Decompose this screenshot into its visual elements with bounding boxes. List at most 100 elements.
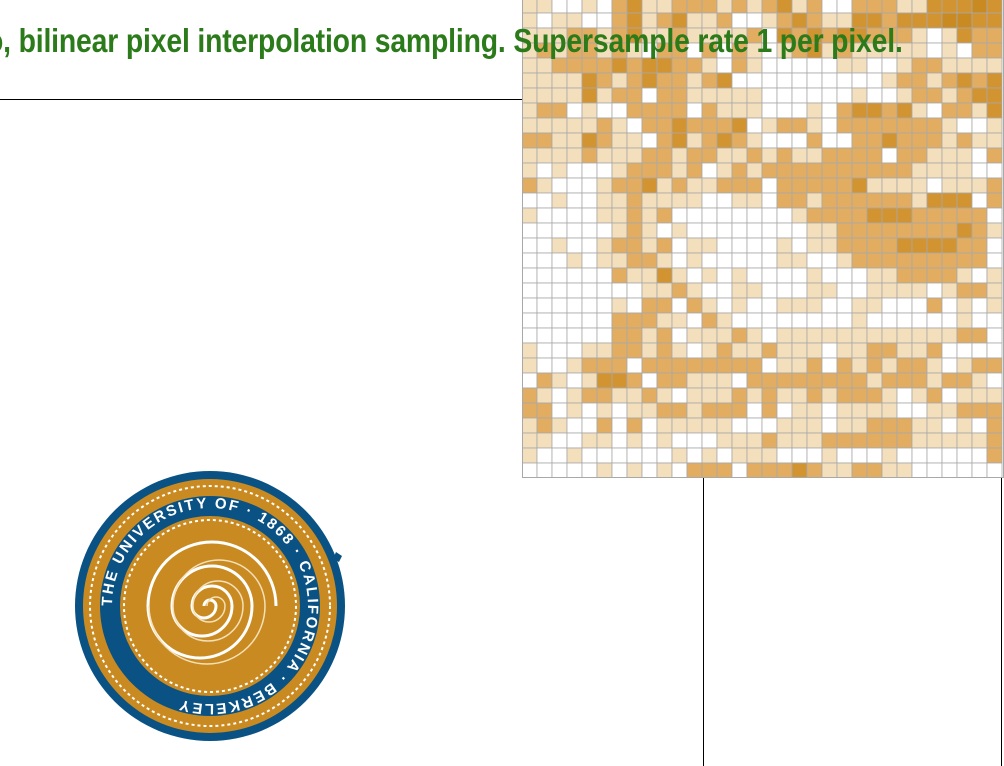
pixel-cell [551, 207, 568, 224]
pixel-cell [626, 162, 643, 179]
pixel-cell [821, 372, 838, 389]
pixel-cell [911, 57, 928, 74]
pixel-cell [522, 342, 538, 359]
pixel-cell [566, 162, 583, 179]
pixel-cell [686, 57, 703, 74]
pixel-cell [911, 252, 928, 269]
pixel-cell [956, 57, 973, 74]
pixel-cell [971, 447, 988, 464]
pixel-cell [896, 342, 913, 359]
pixel-cell [522, 177, 538, 194]
pixel-cell [911, 72, 928, 89]
pixel-cell [581, 342, 598, 359]
pixel-cell [701, 267, 718, 284]
pixel-cell [626, 447, 643, 464]
pixel-cell [746, 117, 763, 134]
pixel-cell [566, 177, 583, 194]
pixel-cell [566, 147, 583, 164]
pixel-cell [566, 432, 583, 449]
pixel-cell [941, 252, 958, 269]
pixel-cell [986, 372, 1003, 389]
pixel-cell [881, 357, 898, 374]
pixel-cell [596, 147, 613, 164]
pixel-cell [926, 312, 943, 329]
pixel-cell [941, 117, 958, 134]
pixel-cell [522, 222, 538, 239]
pixel-cell [971, 252, 988, 269]
pixel-cell [761, 252, 778, 269]
pixel-cell [776, 237, 793, 254]
pixel-cell [956, 162, 973, 179]
pixel-cell [701, 387, 718, 404]
pixel-cell [536, 237, 553, 254]
pixel-cell [776, 432, 793, 449]
pixel-cell [626, 372, 643, 389]
pixel-cell [821, 402, 838, 419]
pixel-cell [761, 327, 778, 344]
pixel-cell [701, 162, 718, 179]
pixel-cell [746, 252, 763, 269]
seal-rope-inner [123, 519, 297, 693]
pixel-cell [806, 327, 823, 344]
pixel-cell [986, 312, 1003, 329]
pixel-cell [671, 57, 688, 74]
pixel-cell [941, 357, 958, 374]
pixel-cell [686, 372, 703, 389]
pixel-cell [941, 342, 958, 359]
pixel-cell [821, 147, 838, 164]
pixel-cell [941, 447, 958, 464]
pixel-cell [761, 372, 778, 389]
pixel-cell [671, 417, 688, 434]
pixel-cell [686, 207, 703, 224]
pixel-cell [941, 402, 958, 419]
pixel-cell [986, 402, 1003, 419]
pixel-cell [911, 12, 928, 29]
pixel-cell [821, 267, 838, 284]
pixel-cell [986, 462, 1003, 478]
pixel-cell [941, 462, 958, 478]
pixel-cell [581, 177, 598, 194]
pixel-cell [851, 237, 868, 254]
pixel-cell [896, 297, 913, 314]
pixel-cell [851, 72, 868, 89]
pixel-cell [836, 372, 853, 389]
pixel-cell [581, 432, 598, 449]
pixel-cell [971, 237, 988, 254]
pixel-cell [581, 417, 598, 434]
pixel-cell [551, 57, 568, 74]
pixel-cell [941, 147, 958, 164]
pixel-cell [596, 102, 613, 119]
pixel-cell [671, 447, 688, 464]
pixel-cell [776, 0, 793, 14]
pixel-cell [851, 87, 868, 104]
pixel-cell [626, 387, 643, 404]
pixel-cell [566, 192, 583, 209]
pixel-cell [776, 57, 793, 74]
pixel-cell [686, 237, 703, 254]
pixel-cell [641, 342, 658, 359]
pixel-cell [866, 0, 883, 14]
pixel-cell [956, 0, 973, 14]
pixel-cell [596, 267, 613, 284]
pixel-cell [686, 342, 703, 359]
pixel-cell [806, 372, 823, 389]
pixel-cell [641, 252, 658, 269]
zoomed-pixel-grid [522, 0, 1004, 478]
pixel-cell [731, 462, 748, 478]
pixel-cell [896, 357, 913, 374]
pixel-cell [686, 147, 703, 164]
pixel-cell [536, 177, 553, 194]
pixel-cell [746, 402, 763, 419]
pixel-cell [761, 147, 778, 164]
pixel-cell [836, 87, 853, 104]
pixel-cell [731, 87, 748, 104]
pixel-cell [626, 342, 643, 359]
pixel-cell [896, 372, 913, 389]
pixel-cell [716, 237, 733, 254]
pixel-cell [956, 432, 973, 449]
pixel-cell [941, 222, 958, 239]
pixel-cell [911, 312, 928, 329]
pixel-cell [896, 57, 913, 74]
pixel-cell [686, 447, 703, 464]
pixel-cell [791, 207, 808, 224]
